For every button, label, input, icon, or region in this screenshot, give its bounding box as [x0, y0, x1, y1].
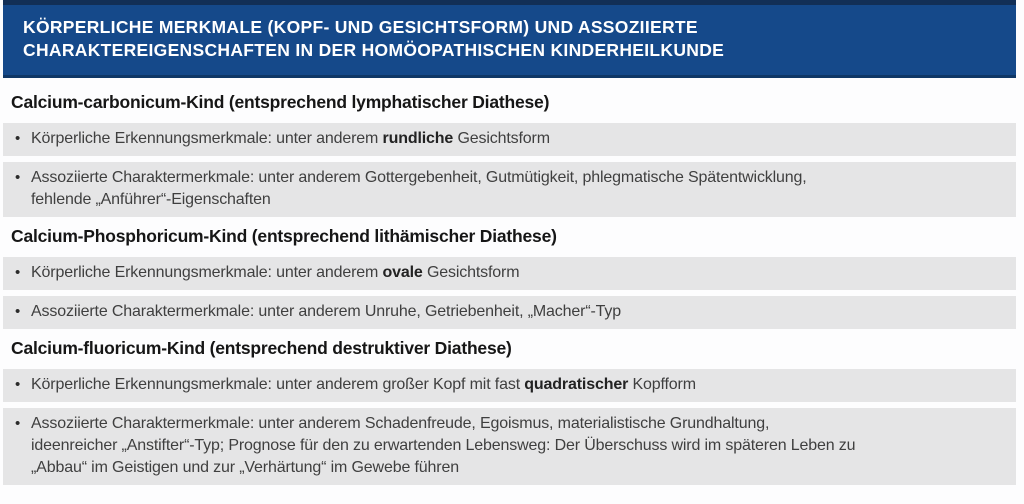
bullet-text: Assoziierte Charaktermerkmale: unter and… [31, 301, 1006, 323]
bullet-text: Körperliche Erkennungsmerkmale: unter an… [31, 128, 1006, 150]
table-title-line-2: CHARAKTEREIGENSCHAFTEN IN DER HOMÖOPATHI… [23, 40, 725, 60]
section-calcium-fluoricum: Calcium-fluoricum-Kind (entsprechend des… [3, 337, 1016, 485]
text-line: Körperliche Erkennungsmerkmale: unter an… [31, 374, 1006, 396]
bullet-row-character: • Assoziierte Charaktermerkmale: unter a… [3, 296, 1016, 329]
text-segment: Assoziierte Charaktermerkmale: unter and… [31, 415, 770, 432]
bullet-icon: • [15, 376, 21, 393]
bullet-icon: • [15, 264, 21, 281]
bullet-row-character: • Assoziierte Charaktermerkmale: unter a… [3, 162, 1016, 217]
table-title-line-1: KÖRPERLICHE MERKMALE (KOPF- UND GESICHTS… [23, 17, 698, 37]
bullet-icon: • [15, 303, 21, 320]
bullet-icon: • [15, 169, 21, 186]
bullet-icon: • [15, 415, 21, 432]
section-calcium-carbonicum: Calcium-carbonicum-Kind (entsprechend ly… [3, 91, 1016, 217]
bullet-icon: • [15, 130, 21, 147]
text-segment: Körperliche Erkennungsmerkmale: unter an… [31, 264, 383, 281]
text-segment: fehlende „Anführer“-Eigenschaften [31, 191, 271, 208]
text-line: ideenreicher „Anstifter“-Typ; Prognose f… [31, 435, 1006, 457]
text-segment-bold: ovale [382, 264, 423, 281]
text-segment-bold: quadratischer [524, 376, 629, 393]
bullet-row-physical: • Körperliche Erkennungsmerkmale: unter … [3, 257, 1016, 290]
section-heading: Calcium-Phosphoricum-Kind (entsprechend … [11, 226, 557, 246]
text-line: fehlende „Anführer“-Eigenschaften [31, 189, 1006, 211]
text-segment: „Abbau“ im Geistigen und zur „Verhärtung… [31, 459, 459, 476]
section-calcium-phosphoricum: Calcium-Phosphoricum-Kind (entsprechend … [3, 225, 1016, 329]
text-segment: Körperliche Erkennungsmerkmale: unter an… [31, 130, 383, 147]
bullet-text: Assoziierte Charaktermerkmale: unter and… [31, 413, 1006, 479]
text-segment: Gesichtsform [453, 130, 550, 147]
table-title-banner: KÖRPERLICHE MERKMALE (KOPF- UND GESICHTS… [3, 0, 1016, 78]
text-line: Assoziierte Charaktermerkmale: unter and… [31, 413, 1006, 435]
text-line: „Abbau“ im Geistigen und zur „Verhärtung… [31, 457, 1006, 479]
text-segment: Assoziierte Charaktermerkmale: unter and… [31, 169, 807, 186]
text-line: Körperliche Erkennungsmerkmale: unter an… [31, 128, 1006, 150]
bullet-row-physical: • Körperliche Erkennungsmerkmale: unter … [3, 369, 1016, 402]
text-line: Assoziierte Charaktermerkmale: unter and… [31, 301, 1006, 323]
bullet-row-character: • Assoziierte Charaktermerkmale: unter a… [3, 408, 1016, 485]
text-line: Assoziierte Charaktermerkmale: unter and… [31, 167, 1006, 189]
text-segment: Assoziierte Charaktermerkmale: unter and… [31, 303, 622, 320]
text-segment-bold: rundliche [382, 130, 454, 147]
bullet-row-physical: • Körperliche Erkennungsmerkmale: unter … [3, 123, 1016, 156]
text-segment: Gesichtsform [422, 264, 520, 281]
text-segment: Kopfform [628, 376, 696, 393]
bullet-text: Körperliche Erkennungsmerkmale: unter an… [31, 374, 1006, 396]
bullet-text: Assoziierte Charaktermerkmale: unter and… [31, 167, 1006, 211]
bullet-text: Körperliche Erkennungsmerkmale: unter an… [31, 262, 1006, 284]
text-segment: ideenreicher „Anstifter“-Typ; Prognose f… [31, 437, 856, 454]
text-line: Körperliche Erkennungsmerkmale: unter an… [31, 262, 1006, 284]
section-heading: Calcium-fluoricum-Kind (entsprechend des… [11, 338, 512, 358]
section-heading: Calcium-carbonicum-Kind (entsprechend ly… [11, 92, 550, 112]
text-segment: Körperliche Erkennungsmerkmale: unter an… [31, 376, 525, 393]
